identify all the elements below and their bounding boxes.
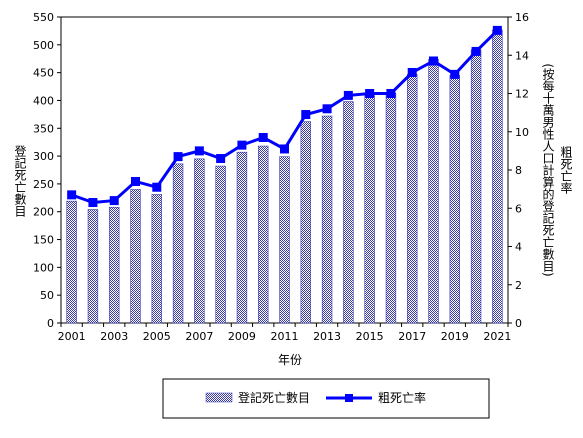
bar-2018 — [428, 58, 439, 324]
y-left-tick-label: 350 — [33, 122, 54, 135]
bar-2019 — [449, 75, 460, 324]
x-tick-label: 2015 — [356, 330, 384, 343]
y-right-tick-label: 12 — [515, 88, 529, 101]
bar-2003 — [109, 206, 120, 324]
line-point-2004 — [131, 176, 140, 186]
line-point-2006 — [173, 152, 183, 162]
axes-layer: 0 50 100 150 200 250 300 350 400 450 500 550 0 2 4 6 8 10… — [33, 11, 529, 343]
legend-label-bar: 登記死亡數目 — [238, 390, 310, 405]
x-tick-label: 2009 — [228, 330, 256, 343]
y-right-tick-label: 0 — [515, 317, 522, 330]
y-axis-left-title: 登記死亡數目 — [13, 144, 27, 217]
x-tick-label: 2019 — [441, 330, 469, 343]
line-point-2003 — [109, 196, 119, 206]
line-point-2012 — [301, 110, 311, 120]
y-left-tick-label: 450 — [33, 67, 54, 80]
y-left-tick-label: 200 — [33, 206, 54, 219]
x-tick-label: 2013 — [313, 330, 341, 343]
bar-2013 — [321, 115, 333, 324]
line-point-2002 — [88, 198, 98, 208]
bar-2010 — [258, 145, 269, 324]
x-axis-title: 年份 — [278, 353, 302, 367]
bar-2007 — [194, 158, 205, 324]
x-tick-label: 2003 — [100, 330, 128, 343]
y-left-tick-label: 550 — [33, 11, 54, 24]
x-tick-label: 2017 — [398, 330, 426, 343]
x-tick-label: 2007 — [185, 330, 213, 343]
y-right-tick-label: 8 — [515, 164, 522, 177]
y-right-tick-label: 4 — [515, 241, 522, 254]
y-right-tick-label: 16 — [515, 11, 529, 24]
line-point-2016 — [386, 89, 396, 98]
bar-2012 — [300, 121, 311, 324]
bar-2011 — [279, 156, 290, 324]
bar-2009 — [236, 151, 248, 324]
bar-2004 — [130, 189, 141, 324]
y-right-tick-label: 2 — [515, 279, 522, 292]
bar-2005 — [151, 194, 162, 324]
legend-marker-line — [345, 394, 353, 402]
y-left-tick-label: 150 — [33, 234, 54, 247]
y-left-tick-label: 300 — [33, 150, 54, 163]
line-point-2001 — [67, 190, 77, 200]
line-point-2010 — [258, 132, 268, 142]
line-point-2013 — [322, 104, 332, 114]
bar-2001 — [66, 200, 77, 324]
y-left-tick-label: 500 — [33, 39, 54, 52]
line-point-2005 — [152, 182, 162, 192]
bar-2021 — [492, 29, 503, 324]
line-point-2020 — [471, 46, 481, 56]
y-right-tick-label: 14 — [515, 49, 529, 62]
legend-swatch-bar — [205, 392, 233, 403]
y-left-tick-label: 0 — [47, 317, 54, 330]
bar-2016 — [385, 92, 397, 324]
line-point-2015 — [365, 89, 375, 98]
bar-2002 — [87, 209, 99, 324]
y-axis-right-subtitle: (按每十萬男性人口計算的登記死亡數目) — [541, 63, 555, 276]
bars-layer — [66, 29, 503, 324]
y-axis-right-title: 粗死亡率 — [559, 146, 573, 194]
x-tick-label: 2005 — [143, 330, 171, 343]
legend: 登記死亡數目 粗死亡率 — [162, 378, 490, 419]
bar-2006 — [172, 163, 184, 324]
line-point-2018 — [429, 56, 438, 66]
bar-2020 — [470, 49, 482, 324]
line-layer — [67, 25, 502, 208]
bar-2014 — [343, 101, 354, 324]
x-tick-label: 2011 — [271, 330, 299, 343]
y-left-tick-label: 50 — [40, 289, 54, 302]
line-point-2007 — [194, 146, 204, 156]
line-point-2009 — [237, 140, 247, 150]
y-right-tick-label: 10 — [515, 126, 529, 139]
legend-label-line: 粗死亡率 — [378, 390, 426, 405]
y-right-tick-label: 6 — [515, 202, 522, 215]
bar-2015 — [364, 94, 375, 324]
x-tick-label: 2021 — [483, 330, 511, 343]
bar-2017 — [407, 74, 418, 324]
y-left-tick-label: 100 — [33, 261, 54, 274]
x-tick-label: 2001 — [58, 330, 86, 343]
bar-2008 — [215, 165, 226, 324]
line-point-2021 — [492, 25, 502, 35]
line-point-2008 — [216, 154, 226, 164]
line-point-2019 — [450, 69, 460, 79]
y-left-tick-label: 250 — [33, 178, 54, 191]
line-point-2011 — [280, 144, 289, 154]
y-left-tick-label: 400 — [33, 94, 54, 107]
line-point-2014 — [343, 90, 353, 100]
line-point-2017 — [407, 67, 417, 77]
